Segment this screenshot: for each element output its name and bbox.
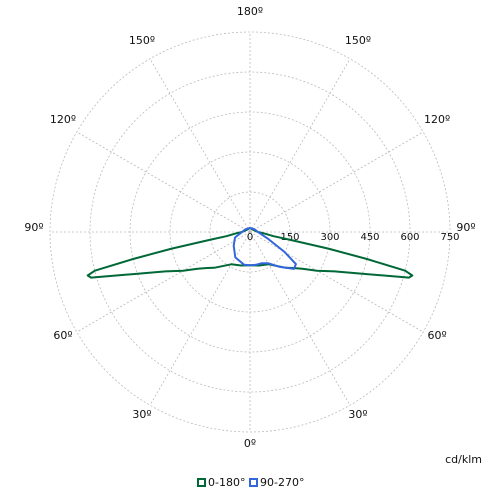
theta-tick-label: 60º [53, 329, 72, 342]
r-tick-label: 450 [360, 232, 379, 243]
theta-tick-label: 150º [345, 34, 371, 47]
theta-tick-label: 60º [427, 329, 446, 342]
grid-spoke [249, 231, 424, 333]
theta-tick-label: 150º [129, 34, 155, 47]
unit-label: cd/klm [445, 453, 482, 466]
r-tick-label: 300 [320, 232, 339, 243]
grid-spoke [76, 131, 251, 233]
r-tick-label: 600 [400, 232, 419, 243]
grid-spoke [76, 231, 251, 333]
grid-spoke [249, 58, 351, 233]
theta-tick-label: 180º [237, 5, 263, 18]
theta-tick-label: 90º [24, 221, 43, 234]
theta-tick-label: 30º [348, 408, 367, 421]
grid-spoke [149, 231, 251, 406]
theta-tick-label: 120º [50, 113, 76, 126]
legend-label: 0-180° [208, 476, 245, 489]
grid-spoke [149, 58, 251, 233]
grid-spoke [249, 231, 351, 406]
legend-label: 90-270° [260, 476, 304, 489]
theta-tick-label: 0º [244, 437, 256, 450]
grid-ring [49, 31, 451, 433]
theta-tick-label: 30º [132, 408, 151, 421]
theta-tick-label: 120º [424, 113, 450, 126]
theta-tick-label: 90º [456, 221, 475, 234]
legend-swatch [249, 478, 258, 487]
r-tick-label: 0 [247, 232, 253, 243]
r-tick-label: 150 [280, 232, 299, 243]
grid-spoke [249, 131, 424, 233]
series-line [232, 227, 297, 270]
legend-swatch [197, 478, 206, 487]
r-tick-label: 750 [440, 232, 459, 243]
